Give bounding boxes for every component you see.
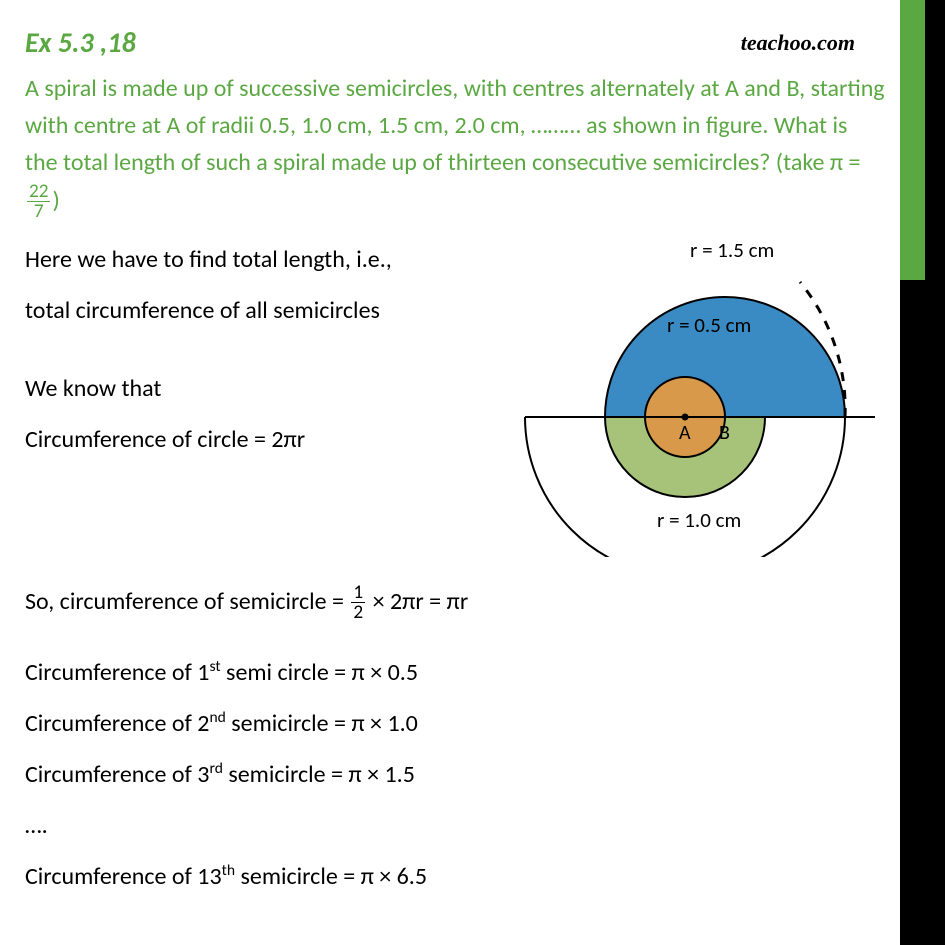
- p5den: 2: [351, 603, 365, 622]
- c3b: semicircle = π × 1.5: [223, 760, 415, 789]
- c2b: semicircle = π × 1.0: [226, 709, 418, 738]
- c1a: Circumference of 1: [25, 658, 209, 687]
- spacer2: [25, 628, 885, 646]
- frac-den: 7: [27, 202, 50, 221]
- spiral-svg: A B r = 1.5 cm r = 0.5 cm r = 1.0 cm: [515, 237, 885, 557]
- spiral-diagram: A B r = 1.5 cm r = 0.5 cm r = 1.0 cm: [515, 237, 885, 562]
- calc-lines: So, circumference of semicircle = 12 × 2…: [25, 577, 885, 902]
- brand-label: teachoo.com: [741, 30, 885, 56]
- p5b: × 2πr = πr: [367, 587, 468, 616]
- question-line: A spiral is made up of successive semici…: [25, 74, 885, 177]
- side-bar-green: [900, 0, 925, 280]
- c3: Circumference of 3rd semicircle = π × 1.…: [25, 750, 885, 799]
- c1: Circumference of 1st semi circle = π × 0…: [25, 648, 885, 697]
- c2a: Circumference of 2: [25, 709, 209, 738]
- question-text: A spiral is made up of successive semici…: [25, 70, 885, 222]
- c3sup: rd: [209, 759, 222, 778]
- p1: Here we have to find total length, i.e.,: [25, 237, 515, 283]
- r-label-top: r = 1.5 cm: [690, 237, 774, 263]
- c2sup: nd: [209, 708, 225, 727]
- spacer: [25, 340, 515, 360]
- c1sup: st: [209, 657, 220, 676]
- p5a: So, circumference of semicircle =: [25, 587, 349, 616]
- body-row: Here we have to find total length, i.e.,…: [25, 237, 885, 562]
- p3: We know that: [25, 366, 515, 412]
- c13: Circumference of 13th semicircle = π × 6…: [25, 852, 885, 901]
- intro-text: Here we have to find total length, i.e.,…: [25, 237, 515, 562]
- pi-fraction: 227: [27, 182, 50, 221]
- frac-num: 22: [27, 182, 50, 202]
- r-label-inner: r = 0.5 cm: [667, 312, 751, 338]
- p5num: 1: [351, 583, 365, 603]
- c1b: semi circle = π × 0.5: [221, 658, 418, 687]
- label-b: B: [719, 421, 730, 445]
- p2: total circumference of all semicircles: [25, 288, 515, 334]
- c13sup: th: [222, 861, 235, 880]
- c2: Circumference of 2nd semicircle = π × 1.…: [25, 699, 885, 748]
- header-row: Ex 5.3 ,18 teachoo.com: [25, 25, 885, 60]
- c13a: Circumference of 13: [25, 862, 222, 891]
- label-a: A: [679, 421, 691, 445]
- p5: So, circumference of semicircle = 12 × 2…: [25, 577, 885, 626]
- exercise-title: Ex 5.3 ,18: [25, 25, 136, 60]
- question-end: ): [52, 186, 59, 215]
- dots: ….: [25, 801, 885, 850]
- half-fraction: 12: [351, 583, 365, 622]
- p4: Circumference of circle = 2πr: [25, 417, 515, 463]
- page-content: Ex 5.3 ,18 teachoo.com A spiral is made …: [0, 0, 945, 924]
- c3a: Circumference of 3: [25, 760, 209, 789]
- r-label-bottom: r = 1.0 cm: [657, 507, 741, 533]
- c13b: semicircle = π × 6.5: [235, 862, 427, 891]
- center-dot: [682, 413, 689, 420]
